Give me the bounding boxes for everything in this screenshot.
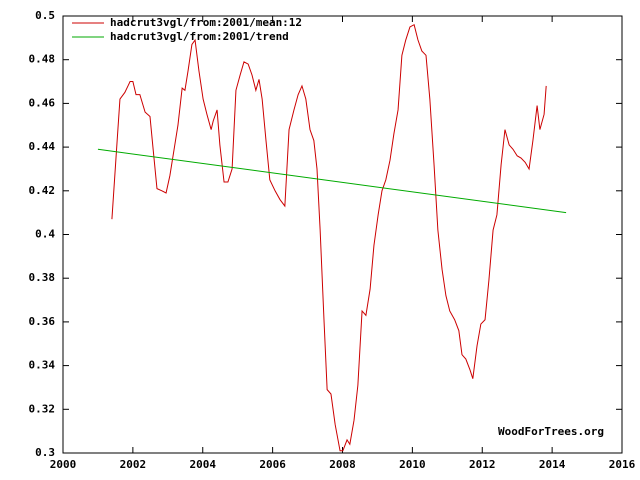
watermark: WoodForTrees.org: [498, 425, 604, 438]
x-tick-label: 2010: [399, 458, 426, 471]
y-tick-label: 0.5: [35, 9, 55, 22]
y-tick-label: 0.4: [35, 228, 55, 241]
x-tick-label: 2006: [259, 458, 286, 471]
series-line: [111, 24, 547, 452]
y-tick-label: 0.3: [35, 446, 55, 459]
y-tick-label: 0.36: [29, 315, 56, 328]
x-tick-label: 2000: [50, 458, 77, 471]
y-tick-label: 0.34: [29, 359, 56, 372]
x-tick-label: 2016: [609, 458, 636, 471]
x-tick-label: 2008: [329, 458, 356, 471]
legend-label: hadcrut3vgl/from:2001/mean:12: [110, 16, 302, 29]
y-tick-label: 0.32: [29, 402, 56, 415]
x-tick-label: 2002: [120, 458, 147, 471]
x-tick-label: 2012: [469, 458, 496, 471]
y-tick-label: 0.44: [29, 140, 56, 153]
y-tick-label: 0.46: [29, 96, 56, 109]
x-tick-label: 2014: [539, 458, 566, 471]
y-tick-label: 0.42: [29, 184, 56, 197]
y-tick-label: 0.38: [29, 271, 56, 284]
series-line: [97, 148, 567, 214]
y-tick-label: 0.48: [29, 53, 56, 66]
plot-frame: [62, 15, 623, 454]
x-tick-label: 2004: [190, 458, 217, 471]
legend-label: hadcrut3vgl/from:2001/trend: [110, 30, 289, 43]
